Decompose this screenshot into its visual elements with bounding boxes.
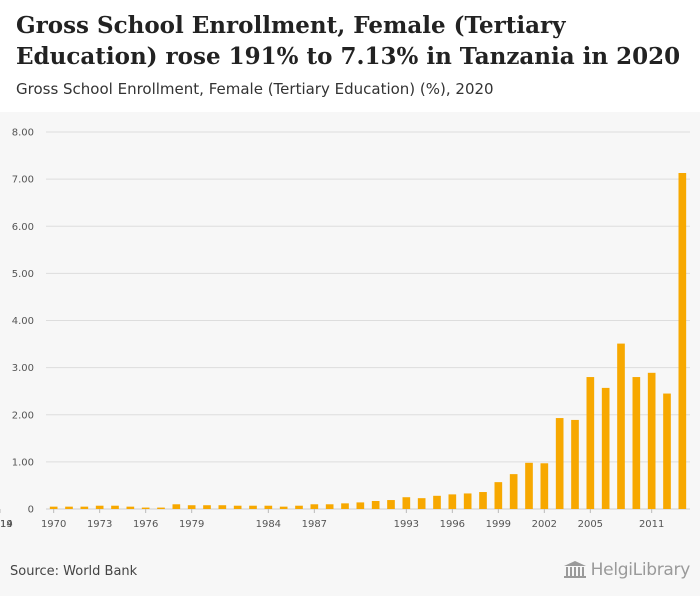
bar[interactable] [371,500,380,509]
bar[interactable] [341,503,349,509]
bar[interactable] [49,506,58,509]
bar[interactable] [632,377,641,509]
bar[interactable] [463,493,472,509]
x-tick-label: 2005 [578,519,603,530]
bar[interactable] [433,495,441,509]
x-tick-label: 1996 [440,519,465,530]
bar[interactable] [494,482,503,509]
bar[interactable] [95,505,104,509]
bar[interactable] [402,497,411,509]
x-tick-label: 1976 [133,519,158,530]
bar[interactable] [617,343,625,509]
bar[interactable] [187,505,196,509]
bar[interactable] [310,504,319,509]
y-tick-label: 2.00 [12,410,34,421]
bar[interactable] [80,506,89,509]
x-tick-label: 1970 [41,519,66,530]
bar[interactable] [555,418,564,509]
library-building-icon [563,561,586,578]
bar[interactable] [141,507,150,509]
bar[interactable] [233,505,242,509]
bar[interactable] [65,506,73,509]
x-tick-label: 1984 [256,519,281,530]
bar[interactable] [249,505,257,509]
bar[interactable] [571,419,579,509]
logo-text: HelgiLibrary [590,560,691,580]
y-tick-label: 7.00 [12,175,34,186]
bar[interactable] [417,498,426,509]
bar[interactable] [678,172,687,509]
y-tick-label: 1.00 [12,457,34,468]
bar-chart: 0 1.00 2.00 3.00 4.00 5.00 6.00 7.00 8.00 1970 197… [0,128,690,530]
bar[interactable] [126,506,135,509]
y-tick-label: 5.00 [12,269,34,280]
bar[interactable] [279,506,288,509]
y-tick-label: 6.00 [12,222,34,233]
x-tick-label: 2014 [0,519,13,530]
x-tick-label: 1987 [302,519,327,530]
bar[interactable] [356,502,365,509]
helgi-library-logo[interactable]: HelgiLibrary [563,560,690,580]
bar[interactable] [663,393,671,509]
bar[interactable] [157,507,165,509]
y-tick-label: 4.00 [12,316,34,327]
bar[interactable] [218,505,227,509]
bar[interactable] [203,505,211,509]
x-tick-label: 1993 [394,519,419,530]
source-note: Source: World Bank [10,564,138,579]
bar[interactable] [647,372,656,509]
chart-header: Gross School Enrollment, Female (Tertiar… [0,0,700,112]
bar[interactable] [479,492,487,509]
bar[interactable] [540,463,549,509]
x-tick-label: 1979 [179,519,204,530]
bar[interactable] [172,504,181,509]
bar[interactable] [509,474,518,509]
y-tick-label: 0 [28,505,34,516]
x-tick-label: 2019 [0,519,13,530]
bar[interactable] [601,387,610,509]
bar[interactable] [387,500,395,509]
x-tick-label: 1999 [486,519,511,530]
x-tick-label: 2002 [532,519,557,530]
y-tick-label: 8.00 [12,128,34,139]
bar[interactable] [586,377,595,509]
x-tick-label: 2011 [639,519,664,530]
bar[interactable] [295,505,303,509]
plot-area: 0 1.00 2.00 3.00 4.00 5.00 6.00 7.00 8.00 1970 197… [0,112,700,542]
bar[interactable] [111,505,119,509]
chart-title: Gross School Enrollment, Female (Tertiar… [16,12,681,70]
x-tick-label: 1973 [87,519,112,530]
bar[interactable] [448,494,457,509]
bar[interactable] [264,505,273,509]
bar[interactable] [525,462,533,509]
chart-subtitle: Gross School Enrollment, Female (Tertiar… [16,80,494,98]
y-tick-label: 3.00 [12,363,34,374]
chart-footer: Source: World Bank HelgiLibrary [0,542,700,596]
bar[interactable] [325,504,334,509]
